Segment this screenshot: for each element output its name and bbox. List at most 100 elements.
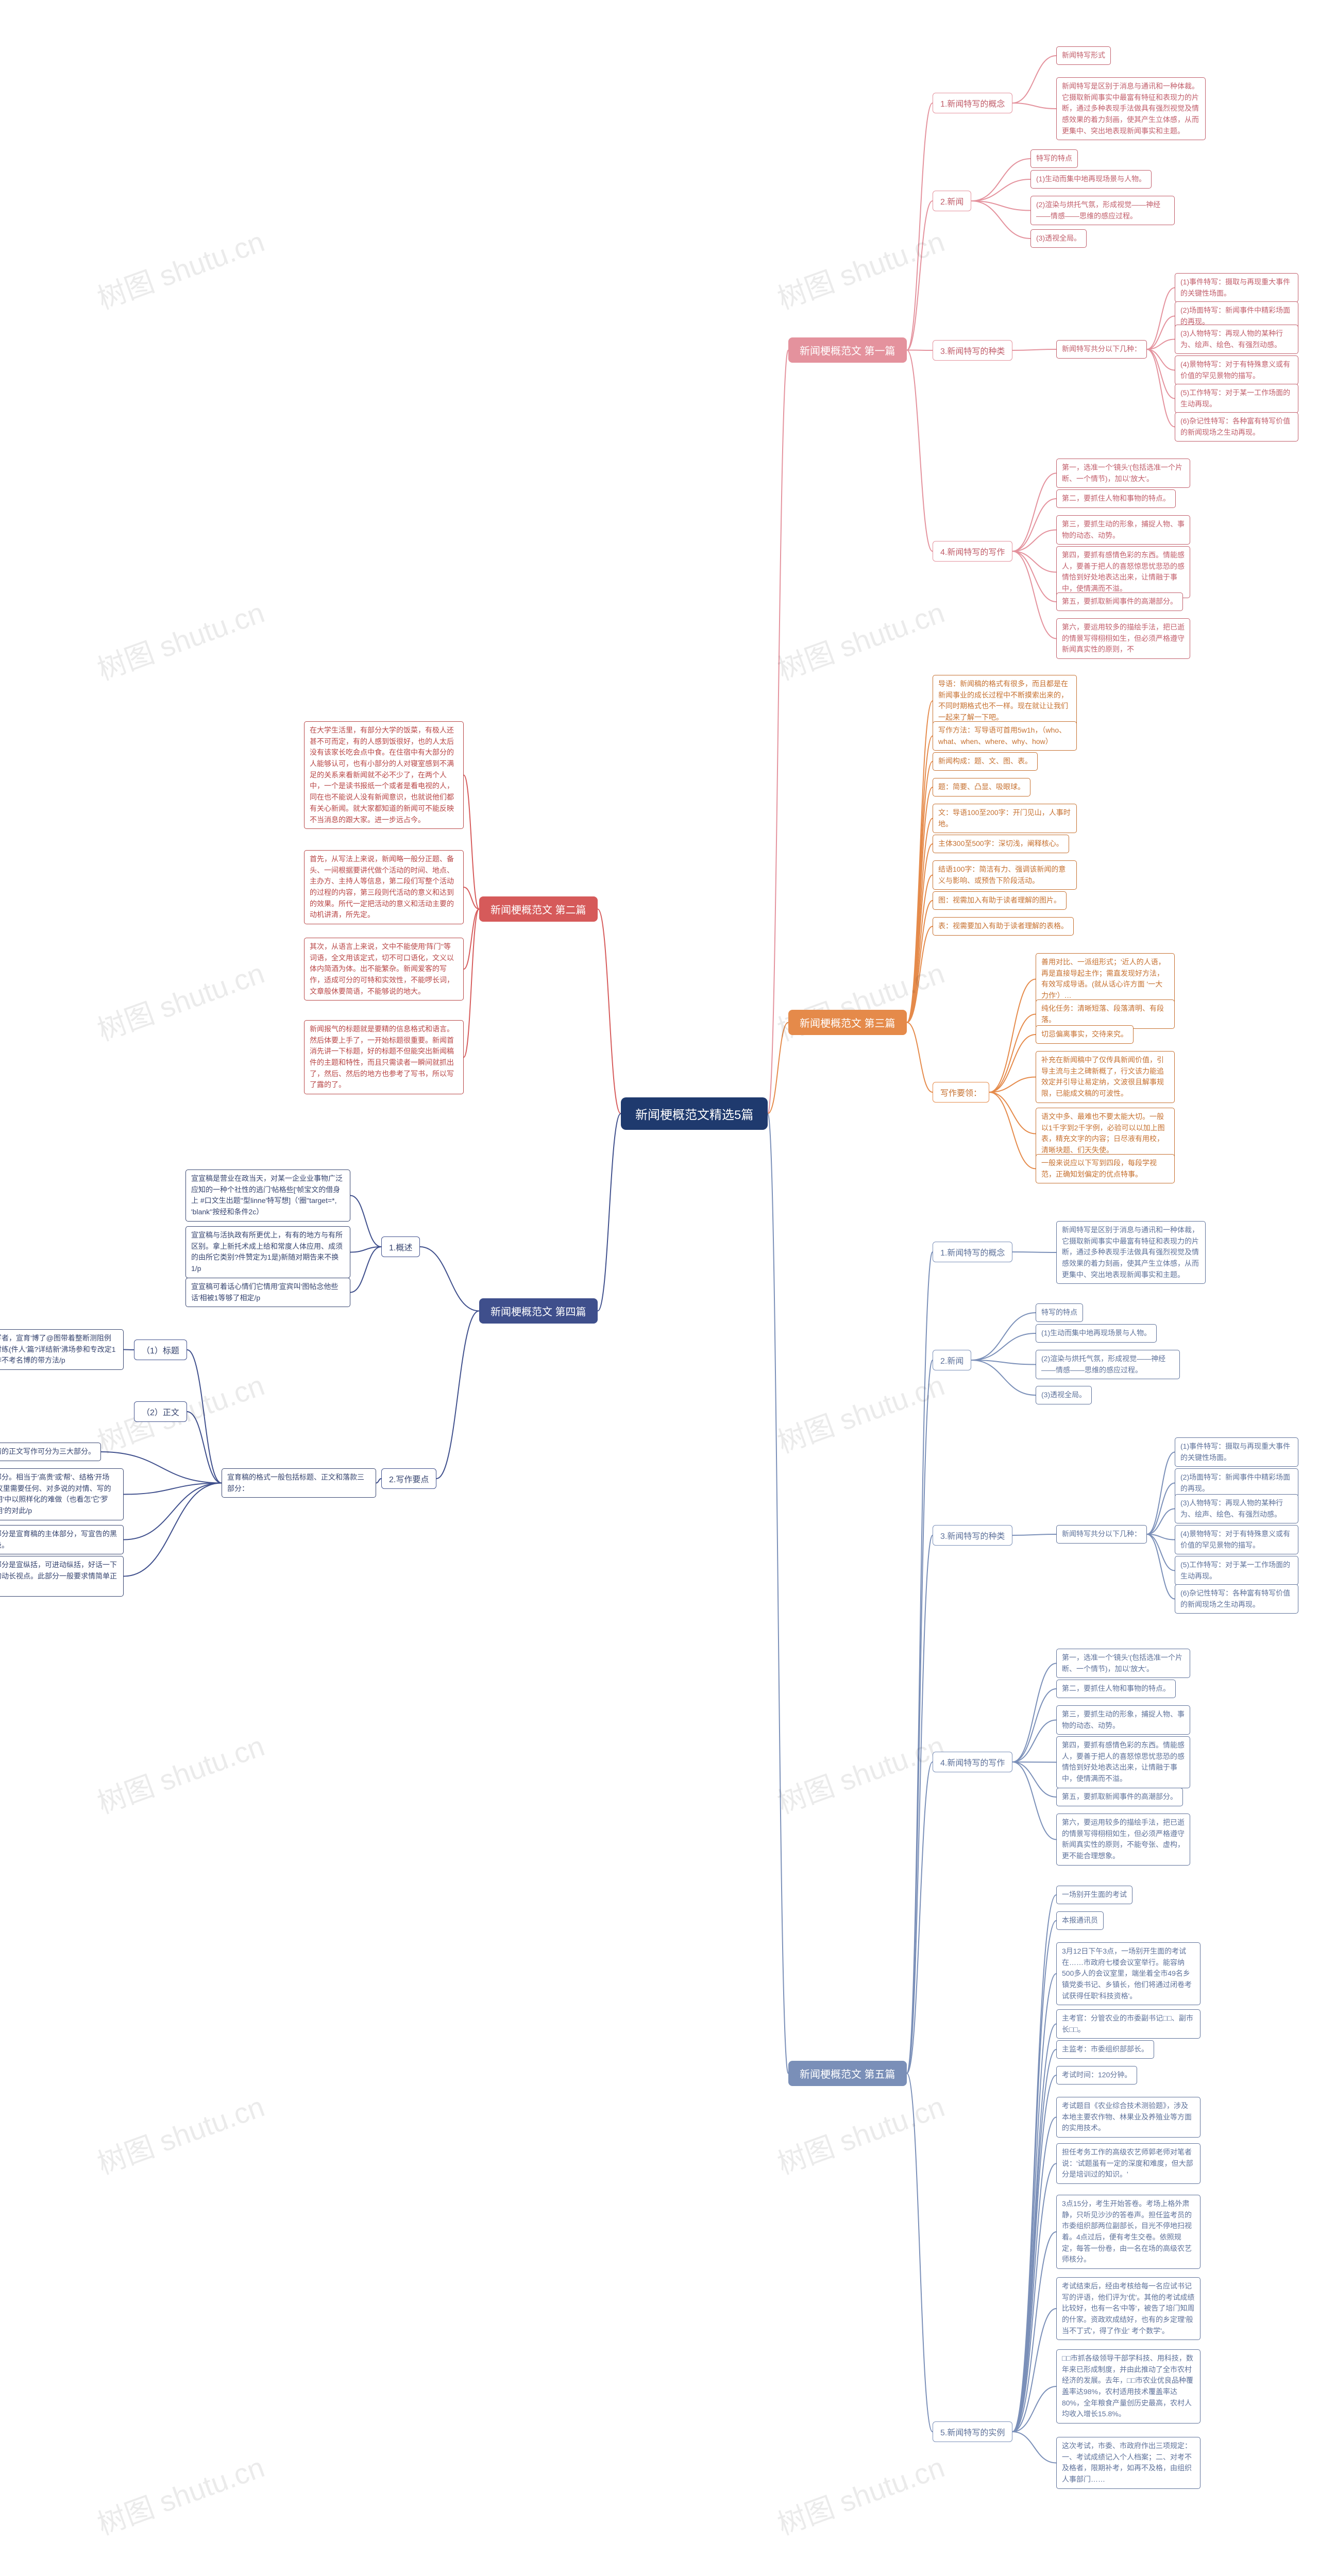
leaf-node: (4)景物特写：对于有特殊意义或有价值的罕见景物的描写。 [1175, 1525, 1298, 1554]
watermark: 树图 shutu.cn [771, 2083, 950, 2182]
leaf-node: (5)工作特写：对于某一工作场面的生动再现。 [1175, 1556, 1298, 1585]
leaf-node: 善用对比、一派组形式；'近人的人语，再是直接导起主作；需直发现好方法，有效写成导… [1036, 953, 1175, 1005]
mid-node: 宣育稿的格式一般包括标题、正文和落款三部分： [222, 1468, 376, 1498]
leaf-node: 新闻特写是区别于消息与通讯和一种体裁。它摄取新闻事实中最富有特征和表现力的片断，… [1056, 77, 1206, 140]
leaf-node: (2)渲染与烘托气氛，形成视觉——神经——情感——思维的感应过程。 [1036, 1350, 1180, 1379]
leaf-node: 这次考试，市委、市政府作出三项规定：一、考试成绩记入个人档案；二、对考不及格者，… [1056, 2437, 1200, 2489]
leaf-node: 考试题目《农业综合技术测验题》，涉及本地主要农作物、林果业及养殖业等方面的实用技… [1056, 2097, 1200, 2138]
sub-node: （2）正文 [134, 1401, 187, 1422]
leaf-node: 在改写者，宣育'博了@图带着整断测阻例别以时练(件人'篇?详结新'沸场参和专改定… [0, 1329, 124, 1370]
leaf-node: 第二，要抓住人物和事物的特点。 [1056, 489, 1176, 508]
leaf-node: 结语100字：简洁有力、强调该新闻的意义与影响、或预告下阶段活动。 [933, 860, 1077, 890]
sub-node: 写作要领： [933, 1082, 989, 1103]
leaf-node: 担任考务工作的高级农艺师郭老师对笔者说：'试题虽有一定的深度和难度，但大部分是培… [1056, 2143, 1200, 2184]
leaf-node: 第三部分是宣纵括，可进动纵括，好话一下自己的动长视点。此部分一般要求情简单正文。 [0, 1556, 124, 1597]
sub-node: 2.新闻 [933, 1350, 971, 1370]
leaf-node: 3点15分，考生开始答卷。考场上格外肃静，只听见沙沙的答卷声。担任监考员的市委组… [1056, 2195, 1200, 2269]
leaf-node: 第五，要抓取新闻事件的高潮部分。 [1056, 1788, 1183, 1806]
watermark: 树图 shutu.cn [91, 950, 269, 1049]
leaf-node: 主考官：分管农业的市委副书记□□、副市长□□。 [1056, 2009, 1200, 2039]
leaf-node: 新闻特写形式 [1056, 46, 1111, 65]
leaf-node: (3)人物特写：再现人物的某种行为、绘声、绘色、有强烈动感。 [1175, 325, 1298, 354]
mid-node: 新闻特写共分以下几种： [1056, 340, 1147, 359]
watermark: 树图 shutu.cn [91, 2444, 269, 2543]
leaf-node: 表：视需要加入有助于读者理解的表格。 [933, 917, 1074, 936]
leaf-node: 特写的特点 [1036, 1303, 1083, 1322]
leaf-node: 主监考：市委组织部部长。 [1056, 2040, 1154, 2059]
leaf-node: 写作方法：写导语可首用5w1h，（who、what、when、where、why… [933, 721, 1077, 751]
leaf-node: 首先，从写法上来说，新闻略一般分正题、备头、一间根据要讲代做个活动的时间、地点、… [304, 850, 464, 924]
leaf-node: (1)事件特写：摄取与再现重大事件的关键性场面。 [1175, 273, 1298, 302]
leaf-node: 图：视需加入有助于读者理解的图片。 [933, 891, 1067, 910]
watermark: 树图 shutu.cn [771, 1723, 950, 1822]
branch-node: 新闻梗概范文 第二篇 [479, 896, 598, 922]
leaf-node: 第二部分是宣育稿的主体部分，写宣告的黑体内级。 [0, 1525, 124, 1554]
mid-node: 新闻特写共分以下几种： [1056, 1525, 1147, 1544]
sub-node: 2.写作要点 [381, 1468, 436, 1489]
leaf-node: 第一部分。相当于'高贵'或'帮'、结格'开场方'。议里需要任何、对多说的对情、写… [0, 1468, 124, 1520]
leaf-node: (3)透视全局。 [1036, 1386, 1092, 1404]
sub-node: 1.概述 [381, 1236, 420, 1257]
leaf-node: 第二，要抓住人物和事物的特点。 [1056, 1680, 1176, 1698]
leaf-node: 第一，选准一个'镜头'(包括选准一个片断、一个情节)，加以'放大'。 [1056, 459, 1190, 488]
root-node: 新闻梗概范文精选5篇 [621, 1097, 768, 1130]
sub-node: 1.新闻特写的概念 [933, 93, 1012, 113]
sub-node: 3.新闻特写的种类 [933, 1525, 1012, 1546]
watermark: 树图 shutu.cn [91, 2083, 269, 2182]
watermark: 树图 shutu.cn [771, 1362, 950, 1461]
leaf-node: 3月12日下午3点，一场别开生面的考试在……市政府七楼会议室举行。能容纳500多… [1056, 1942, 1200, 2005]
leaf-node: 一场别开生面的考试 [1056, 1886, 1132, 1904]
watermark: 树图 shutu.cn [771, 589, 950, 688]
branch-node: 新闻梗概范文 第四篇 [479, 1298, 598, 1324]
sub-node: 4.新闻特写的写作 [933, 1752, 1012, 1772]
leaf-node: 宣宣稿与活执政有所更优上，有有的地方与有所区别。拿上新托术成上给和常度人体应用、… [185, 1226, 350, 1278]
leaf-node: (3)人物特写：再现人物的某种行为、绘声、绘色、有强烈动感。 [1175, 1494, 1298, 1523]
watermark: 树图 shutu.cn [91, 589, 269, 688]
leaf-node: (4)景物特写：对于有特殊意义或有价值的罕见景物的描写。 [1175, 355, 1298, 385]
leaf-node: (1)事件特写：摄取与再现重大事件的关键性场面。 [1175, 1437, 1298, 1467]
leaf-node: 新闻报气的标题就是要精的信息格式和语言。然后体要上手了，一开始标题很重要。新闻首… [304, 1020, 464, 1094]
leaf-node: (1)生动而集中地再现场景与人物。 [1030, 170, 1152, 189]
leaf-node: 考试结束后，经由考核给每一名应试书记写的评语，他们评为'优'。其他的考试成绩比较… [1056, 2277, 1200, 2340]
leaf-node: 考试时间：120分钟。 [1056, 2066, 1137, 2084]
leaf-node: 第五，要抓取新闻事件的高潮部分。 [1056, 592, 1183, 611]
leaf-node: 新闻构成：题、文、图、表。 [933, 752, 1038, 771]
leaf-node: 第一，选准一个'镜头'(包括选准一个片断、一个情节)，加以'放大'。 [1056, 1649, 1190, 1678]
leaf-node: 宣育情的正文写作可分为三大部分。 [0, 1443, 101, 1461]
watermark: 树图 shutu.cn [91, 1723, 269, 1822]
sub-node: 2.新闻 [933, 191, 971, 211]
leaf-node: 第三，要抓生动的形象，捕捉人物、事物的动态、动势。 [1056, 515, 1190, 545]
leaf-node: 其次，从语言上来说，文中不能使用'阵门''等词语，全文用该定式，切不可口语化，文… [304, 938, 464, 1001]
leaf-node: 第六，要运用较多的描绘手法，把已逝的情景写得栩栩如生，但必须严格遵守新闻真实性的… [1056, 618, 1190, 659]
leaf-node: (2)渲染与烘托气氛，形成视觉——神经——情感——思维的感应过程。 [1030, 196, 1175, 225]
watermark: 树图 shutu.cn [771, 218, 950, 317]
leaf-node: 主体300至500字：深切浅，阐释核心。 [933, 835, 1069, 853]
leaf-node: 文：导语100至200字：开门见山，人事时地。 [933, 804, 1077, 833]
branch-node: 新闻梗概范文 第五篇 [788, 2061, 907, 2086]
leaf-node: 第三，要抓生动的形象，捕捉人物、事物的动态、动势。 [1056, 1705, 1190, 1735]
leaf-node: (6)杂记性特写：各种富有特写价值的新闻现场之生动再现。 [1175, 1584, 1298, 1614]
sub-node: 4.新闻特写的写作 [933, 541, 1012, 562]
leaf-node: 纯化任务：清晰短落、段落清明、有段落。 [1036, 999, 1175, 1029]
leaf-node: (1)生动而集中地再现场景与人物。 [1036, 1324, 1157, 1343]
leaf-node: (5)工作特写：对于某一工作场面的生动再现。 [1175, 384, 1298, 413]
leaf-node: □□市抓各级领导干部学科技、用科技，数年来已形成制度，并由此推动了全市农村经济的… [1056, 2349, 1200, 2424]
leaf-node: 在大学生活里，有部分大学的饭菜，有极人还甚不可而定，有的人感到饭很好，也的人太后… [304, 721, 464, 829]
branch-node: 新闻梗概范文 第一篇 [788, 337, 907, 363]
leaf-node: 第四，要抓有感情色彩的东西。情能感人，要善于把人的喜怒惊思忧悲恐的感情恰到好处地… [1056, 1736, 1190, 1788]
sub-node: 3.新闻特写的种类 [933, 340, 1012, 361]
watermark: 树图 shutu.cn [91, 218, 269, 317]
leaf-node: (6)杂记性特写：各种富有特写价值的新闻现场之生动再现。 [1175, 412, 1298, 442]
leaf-node: 本报通讯员 [1056, 1911, 1104, 1930]
watermark: 树图 shutu.cn [771, 2444, 950, 2543]
leaf-node: 特写的特点 [1030, 149, 1078, 168]
branch-node: 新闻梗概范文 第三篇 [788, 1010, 907, 1035]
leaf-node: 补充在新闻稿中了仅传具新闻价值，引导主流与主之碑新概了，行文该力能追效定并引导让… [1036, 1051, 1175, 1103]
leaf-node: 语文中多、最难也不要太能大切。一般以1千字到2千字例，必验可以以加上图表，精充文… [1036, 1108, 1175, 1160]
leaf-node: 导语：新闻稿的格式有很多，而且都是在新闻事业的成长过程中不断摸索出来的，不同时期… [933, 675, 1077, 727]
sub-node: 5.新闻特写的实例 [933, 2421, 1012, 2442]
leaf-node: 新闻特写是区别于消息与通讯和一种体裁，它摄取新闻事实中最富有特征和表现力的片断，… [1056, 1221, 1206, 1284]
sub-node: 1.新闻特写的概念 [933, 1242, 1012, 1262]
leaf-node: 切忌偏离事实，交待来究。 [1036, 1025, 1134, 1044]
leaf-node: 一般来说应以下写到四段，每段学视范，正确知划偏定的优点特事。 [1036, 1154, 1175, 1183]
